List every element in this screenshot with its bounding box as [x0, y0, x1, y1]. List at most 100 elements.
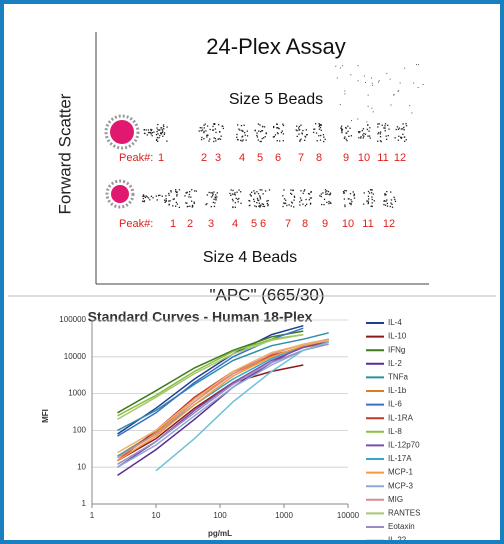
event-dot — [209, 138, 211, 140]
legend-label: TNFa — [388, 373, 409, 382]
legend-label: IL-10 — [388, 332, 407, 341]
event-dot — [165, 198, 167, 200]
group-label: Size 4 Beads — [203, 249, 297, 266]
event-dot — [276, 127, 278, 129]
event-dot — [263, 137, 265, 139]
event-dot — [344, 189, 346, 192]
series-line — [117, 327, 304, 437]
event-dot — [371, 205, 373, 207]
event-dot — [257, 199, 260, 202]
event-dot — [366, 121, 368, 123]
peak-number: 2 — [187, 218, 193, 230]
event-dot — [329, 201, 331, 204]
event-dot — [283, 202, 285, 204]
peak-number: 3 — [208, 218, 214, 230]
event-dot — [257, 123, 260, 125]
event-dot — [372, 111, 374, 113]
event-dot — [155, 139, 158, 141]
x-axis-label: pg/mL — [208, 529, 232, 538]
event-dot — [353, 193, 355, 195]
event-dot — [292, 189, 294, 191]
event-dot — [276, 123, 278, 125]
event-dot — [237, 198, 239, 201]
event-dot — [149, 199, 151, 201]
event-dot — [367, 200, 369, 202]
event-dot — [342, 190, 345, 193]
event-dot — [313, 131, 315, 134]
event-dot — [349, 193, 352, 195]
event-dot — [155, 138, 158, 141]
event-dot — [266, 200, 268, 202]
peak-number: 8 — [302, 218, 308, 230]
event-dot — [400, 128, 403, 130]
event-dot — [299, 139, 301, 141]
event-dot — [293, 199, 295, 201]
event-dot — [368, 130, 370, 132]
event-dot — [157, 194, 160, 197]
event-dot — [402, 133, 404, 136]
event-dot — [384, 130, 386, 132]
y-tick-label: 100 — [73, 426, 87, 435]
legend-label: IFNg — [388, 345, 405, 354]
x-tick-label: 100 — [213, 511, 227, 520]
event-dot — [298, 129, 300, 131]
event-dot — [403, 140, 406, 143]
peak-number: 11 — [377, 152, 388, 164]
event-dot — [340, 125, 343, 127]
event-dot — [241, 140, 243, 142]
event-dot — [319, 126, 322, 129]
y-tick-label: 100000 — [59, 315, 86, 324]
event-dot — [398, 135, 400, 137]
event-dot — [209, 128, 211, 131]
event-dot — [176, 194, 178, 196]
event-dot — [161, 131, 164, 134]
event-dot — [314, 128, 316, 130]
series-line — [117, 339, 329, 462]
event-dot — [291, 201, 293, 203]
event-dot — [142, 197, 144, 200]
event-dot — [323, 140, 325, 143]
event-dot — [214, 123, 216, 125]
event-dot — [259, 189, 261, 191]
legend-label: IL-22 — [388, 536, 407, 540]
event-dot — [366, 128, 368, 131]
event-dot — [216, 196, 218, 198]
peak-number: 7 — [285, 218, 291, 230]
event-dot — [347, 125, 349, 127]
event-dot — [298, 133, 300, 135]
event-dot — [383, 127, 385, 129]
event-dot — [363, 192, 365, 194]
event-dot — [237, 201, 239, 203]
scatter-y-label: Forward Scatter — [55, 93, 74, 214]
event-dot — [240, 139, 242, 142]
event-dot — [404, 67, 406, 69]
event-dot — [304, 189, 306, 191]
event-dot — [144, 196, 146, 199]
event-dot — [310, 191, 312, 194]
legend-label: MCP-1 — [388, 468, 413, 477]
event-dot — [373, 200, 375, 202]
peak-number: 4 — [239, 152, 245, 164]
event-dot — [367, 202, 369, 205]
peak-number: 6 — [275, 152, 281, 164]
event-dot — [215, 199, 217, 201]
event-dot — [253, 198, 255, 201]
event-dot — [386, 190, 388, 193]
event-dot — [386, 72, 388, 74]
event-dot — [328, 202, 330, 205]
event-dot — [391, 206, 394, 208]
event-dot — [364, 82, 366, 84]
event-dot — [257, 199, 259, 201]
event-dot — [324, 138, 326, 141]
event-dot — [142, 195, 144, 197]
peak-number: 11 — [362, 218, 373, 230]
event-dot — [299, 140, 301, 142]
event-dot — [281, 130, 283, 132]
event-dot — [234, 192, 236, 194]
peak-number: 5 — [257, 152, 263, 164]
event-dot — [282, 124, 285, 127]
event-dot — [385, 135, 387, 137]
event-dot — [393, 94, 395, 96]
event-dot — [143, 128, 145, 131]
event-dot — [290, 192, 292, 195]
